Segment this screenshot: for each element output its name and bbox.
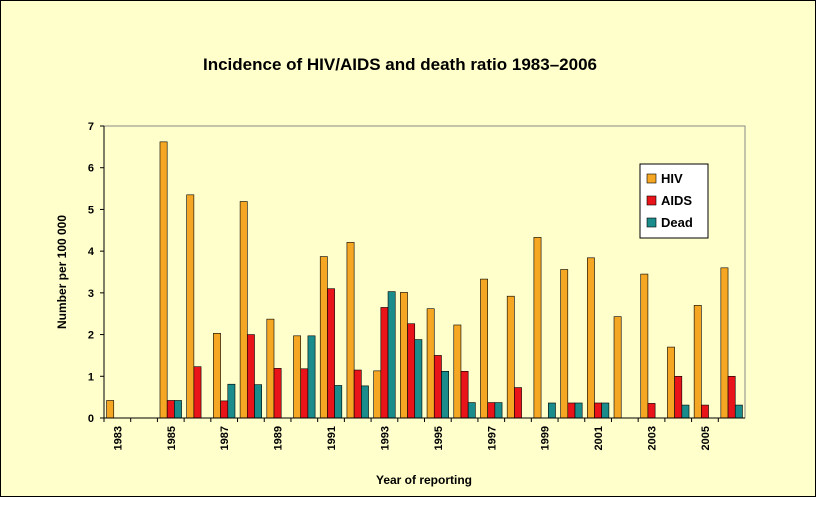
bar [613, 316, 622, 419]
legend-label: Dead [661, 215, 693, 230]
x-tick-label: 1995 [433, 426, 445, 450]
y-tick-label: 3 [88, 288, 94, 300]
bar [487, 402, 496, 419]
bar [727, 375, 736, 419]
bar [494, 402, 503, 419]
x-tick-label: 1983 [112, 426, 124, 450]
y-tick-label: 2 [88, 330, 94, 342]
y-tick-label: 5 [88, 204, 94, 216]
bar [353, 369, 362, 419]
bar [327, 288, 335, 419]
bar [300, 368, 309, 419]
x-tick-label: 1999 [540, 426, 552, 450]
legend-swatch [646, 217, 657, 228]
bar [560, 269, 569, 419]
bar [307, 335, 316, 419]
x-tick-label: 1991 [326, 426, 338, 450]
bar [547, 402, 556, 419]
bar [601, 402, 610, 419]
bar [681, 404, 690, 419]
y-axis-title: Number per 100 000 [55, 215, 69, 329]
bar [380, 307, 389, 419]
x-tick-label: 1989 [273, 426, 285, 450]
bar [273, 368, 282, 419]
bar [433, 355, 442, 419]
bar [667, 346, 675, 419]
bar [734, 404, 743, 419]
bar [693, 305, 702, 419]
bar [594, 402, 603, 419]
bar [246, 334, 255, 419]
bar [426, 308, 435, 419]
bar [220, 400, 229, 419]
bar [674, 375, 683, 419]
bar [319, 256, 328, 419]
y-tick-label: 4 [88, 246, 95, 258]
bar [640, 273, 649, 419]
y-tick-label: 6 [88, 163, 94, 175]
legend-label: AIDS [661, 193, 692, 208]
bar [254, 384, 262, 419]
legend-swatch [646, 173, 657, 184]
bar [174, 400, 182, 419]
legend-swatch [646, 195, 657, 206]
chart-title: Incidence of HIV/AIDS and death ratio 19… [203, 55, 597, 74]
bar [346, 242, 355, 419]
bar [720, 267, 729, 419]
bar [587, 257, 595, 419]
x-tick-label: 1987 [219, 426, 231, 450]
bar [400, 292, 408, 419]
x-tick-label: 1993 [379, 426, 391, 450]
bar [533, 237, 542, 419]
bar [407, 323, 416, 419]
legend-label: HIV [661, 171, 683, 186]
x-tick-label: 2003 [647, 426, 659, 450]
bar [441, 370, 449, 419]
bar [567, 402, 576, 419]
bar [701, 404, 709, 419]
y-tick-label: 1 [88, 371, 94, 383]
plot-area [103, 125, 746, 419]
bar [506, 295, 515, 419]
bar [266, 318, 275, 419]
bar [334, 385, 343, 419]
bar [460, 370, 469, 419]
bar [186, 194, 195, 419]
bar [574, 402, 583, 419]
bar [514, 387, 522, 419]
y-tick-label: 0 [88, 413, 94, 425]
bar [453, 324, 462, 419]
x-tick-label: 2005 [700, 426, 712, 450]
y-tick-label: 7 [88, 121, 94, 133]
bar [414, 339, 423, 419]
bar [387, 291, 396, 419]
bar [159, 141, 168, 419]
bar [467, 402, 476, 419]
bar [239, 201, 248, 419]
bar [193, 366, 202, 419]
bar [227, 383, 236, 419]
bar [166, 400, 175, 419]
bar [106, 400, 115, 419]
x-tick-label: 1985 [166, 426, 178, 450]
bar [480, 278, 488, 419]
bar [647, 403, 656, 419]
bar [213, 333, 221, 419]
bar [293, 335, 302, 419]
x-tick-label: 1997 [486, 426, 498, 450]
x-axis-title: Year of reporting [376, 473, 472, 487]
bar [361, 385, 369, 419]
bar [373, 370, 382, 419]
x-tick-label: 2001 [593, 426, 605, 450]
